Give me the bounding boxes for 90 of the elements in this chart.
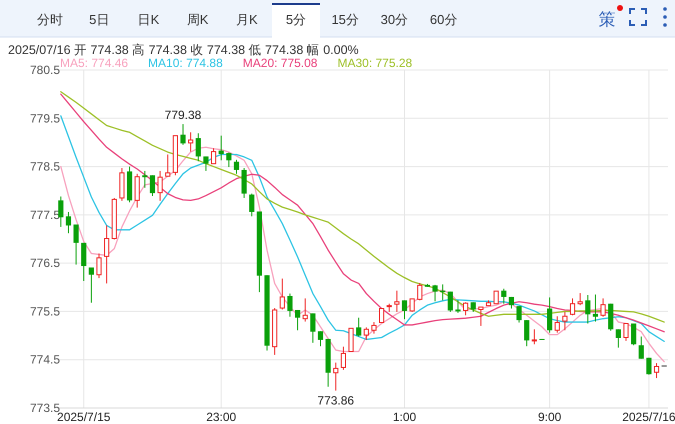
x-tick-label: 1:00 (392, 410, 417, 424)
candlestick (180, 124, 186, 146)
candlestick (585, 294, 590, 324)
y-tick-label: 774.5 (30, 352, 60, 367)
text: MA5: 774.46 (60, 56, 128, 70)
candlestick (196, 132, 201, 162)
text: 周K (186, 12, 209, 27)
candlestick (478, 306, 484, 326)
candlestick (348, 328, 354, 352)
text: 30分 (380, 12, 408, 27)
candlestick (188, 132, 194, 152)
text: 策 (598, 10, 616, 29)
candlestick (81, 242, 86, 282)
candlestick (524, 320, 530, 347)
x-tick-label: 2025/7/16 (622, 410, 675, 424)
candlestick (455, 300, 461, 314)
x-tick-label: 9:00 (538, 410, 562, 424)
candlestick (249, 193, 254, 217)
y-tick-label: 778.5 (30, 160, 60, 174)
candlestick (654, 362, 660, 379)
candlestick (165, 154, 170, 177)
candlestick (547, 296, 552, 334)
text: MA10: 774.88 (148, 56, 224, 70)
candlestick (578, 292, 583, 306)
candlestick (371, 322, 377, 334)
candlestick (134, 173, 140, 208)
candlestick (73, 224, 79, 266)
annotation: 779.38 (164, 108, 202, 122)
candlestick (631, 323, 636, 346)
candlestick (600, 298, 606, 318)
candlestick (58, 196, 64, 228)
candlestick (66, 211, 72, 234)
y-tick-label: 779.5 (30, 111, 60, 126)
candlestick (532, 328, 537, 345)
text: 60分 (430, 12, 458, 27)
candlestick (402, 300, 408, 320)
text: MA30: 775.28 (337, 56, 413, 70)
candlestick (646, 357, 652, 376)
y-tick-label: 775.5 (30, 304, 60, 318)
candlestick (333, 362, 338, 392)
candlestick (226, 152, 232, 168)
candlestick (554, 316, 560, 334)
text: 分时 (37, 12, 63, 27)
candlestick (340, 346, 346, 370)
candlestick (394, 290, 400, 312)
candlestick (516, 306, 522, 324)
candlestick (638, 336, 644, 360)
y-tick-label: 776.5 (30, 256, 60, 270)
candlestick (463, 302, 468, 316)
candlestick (570, 298, 576, 316)
candlestick (242, 168, 247, 198)
candlestick (623, 323, 629, 342)
candlestick (234, 159, 240, 174)
y-tick-label: 777.5 (30, 208, 60, 222)
candlestick (318, 330, 324, 347)
candlestick (158, 170, 163, 202)
candlestick (280, 278, 285, 310)
candlestick (432, 284, 438, 302)
y-tick-label: 780.5 (30, 63, 60, 77)
text: 15分 (331, 12, 359, 27)
text: 5分 (286, 12, 306, 27)
candlestick (150, 174, 156, 197)
candlestick (218, 135, 224, 161)
text: 月K (236, 12, 258, 27)
annotation: 773.86 (317, 394, 354, 408)
candlestick (440, 284, 446, 301)
candlestick (96, 252, 102, 279)
candlestick (294, 309, 300, 331)
candlestick (88, 266, 94, 304)
text: 日K (138, 12, 160, 27)
candlestick (616, 328, 621, 348)
x-tick-label: 23:00 (206, 410, 237, 424)
candlestick (378, 308, 384, 324)
candlestick (310, 312, 316, 344)
candlestick (302, 298, 308, 322)
candlestick (287, 293, 293, 318)
candlestick (210, 148, 216, 164)
candlestick (356, 317, 362, 338)
chart-title: 2025/07/16 开 774.38 高 774.38 收 774.38 低 774.38 幅 0.00% (8, 42, 359, 57)
candlestick (417, 282, 422, 301)
candlestick (104, 224, 110, 284)
text: MA20: 775.08 (242, 56, 318, 70)
candlestick (501, 288, 506, 304)
candlestick (448, 291, 453, 312)
candlestick (562, 311, 568, 331)
candlestick (203, 156, 209, 172)
text: 5日 (89, 12, 110, 27)
candlestick (494, 290, 499, 304)
candlestick (410, 298, 415, 312)
candlestick (364, 326, 369, 340)
